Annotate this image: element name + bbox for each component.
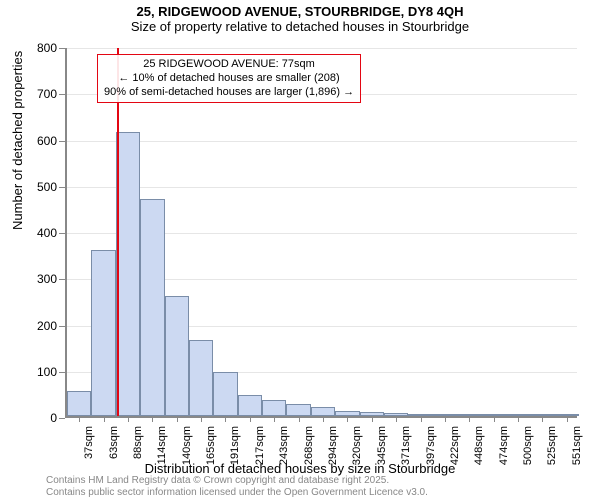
annotation-line: 90% of semi-detached houses are larger (… [104, 86, 354, 100]
histogram-bar [286, 404, 310, 416]
x-tick-label: 243sqm [278, 426, 290, 465]
histogram-bar [116, 132, 140, 416]
y-tick-label: 400 [37, 226, 57, 240]
x-tick [396, 416, 397, 422]
gridline [67, 187, 577, 188]
x-tick [372, 416, 373, 422]
footer-line-2: Contains public sector information licen… [46, 487, 428, 499]
y-tick [59, 48, 65, 49]
x-tick-label: 525sqm [546, 426, 558, 465]
y-tick-label: 100 [37, 365, 57, 379]
y-tick [59, 94, 65, 95]
gridline [67, 48, 577, 49]
x-tick [128, 416, 129, 422]
x-tick-label: 320sqm [351, 426, 363, 465]
chart-area: 010020030040050060070080037sqm63sqm88sqm… [65, 48, 577, 418]
x-tick-label: 448sqm [473, 426, 485, 465]
x-tick [274, 416, 275, 422]
histogram-bar [140, 199, 164, 416]
y-tick-label: 500 [37, 180, 57, 194]
x-tick [250, 416, 251, 422]
y-tick [59, 141, 65, 142]
x-tick-label: 294sqm [327, 426, 339, 465]
x-tick-label: 268sqm [303, 426, 315, 465]
chart-title-block: 25, RIDGEWOOD AVENUE, STOURBRIDGE, DY8 4… [0, 0, 600, 34]
x-tick-label: 63sqm [108, 426, 120, 459]
histogram-bar [262, 400, 286, 416]
x-tick-label: 37sqm [83, 426, 95, 459]
x-tick-label: 165sqm [205, 426, 217, 465]
y-tick [59, 233, 65, 234]
x-tick [567, 416, 568, 422]
plot-region: 010020030040050060070080037sqm63sqm88sqm… [65, 48, 577, 418]
x-tick [469, 416, 470, 422]
histogram-bar [213, 372, 237, 416]
x-tick-label: 345sqm [376, 426, 388, 465]
x-tick-label: 422sqm [449, 426, 461, 465]
x-tick-label: 88sqm [132, 426, 144, 459]
y-tick-label: 800 [37, 41, 57, 55]
footer-attribution: Contains HM Land Registry data © Crown c… [46, 475, 428, 498]
x-tick [445, 416, 446, 422]
histogram-bar [311, 407, 335, 416]
gridline [67, 141, 577, 142]
y-tick-label: 0 [50, 411, 57, 425]
y-tick-label: 700 [37, 87, 57, 101]
y-tick [59, 279, 65, 280]
histogram-bar [238, 395, 262, 416]
x-tick [152, 416, 153, 422]
x-tick [421, 416, 422, 422]
x-tick-label: 500sqm [522, 426, 534, 465]
annotation-line: 25 RIDGEWOOD AVENUE: 77sqm [104, 58, 354, 72]
x-tick-label: 114sqm [156, 426, 168, 464]
x-tick [542, 416, 543, 422]
y-tick [59, 418, 65, 419]
annotation-line: ← 10% of detached houses are smaller (20… [104, 72, 354, 86]
x-tick [518, 416, 519, 422]
histogram-bar [165, 296, 189, 416]
y-tick [59, 187, 65, 188]
x-tick [299, 416, 300, 422]
x-tick [201, 416, 202, 422]
histogram-bar [67, 391, 91, 416]
x-tick [347, 416, 348, 422]
histogram-bar [189, 340, 213, 416]
x-tick-label: 217sqm [254, 426, 266, 465]
x-tick-label: 551sqm [571, 426, 583, 465]
x-tick-label: 397sqm [425, 426, 437, 465]
y-axis-label: Number of detached properties [10, 51, 25, 230]
footer-line-1: Contains HM Land Registry data © Crown c… [46, 475, 428, 487]
x-axis-label: Distribution of detached houses by size … [0, 461, 600, 476]
x-tick-label: 371sqm [400, 426, 412, 465]
x-tick [494, 416, 495, 422]
x-tick-label: 191sqm [229, 426, 241, 465]
x-tick [323, 416, 324, 422]
chart-title-sub: Size of property relative to detached ho… [0, 19, 600, 34]
x-tick [225, 416, 226, 422]
y-tick-label: 300 [37, 272, 57, 286]
y-tick [59, 372, 65, 373]
y-tick-label: 600 [37, 134, 57, 148]
y-tick [59, 326, 65, 327]
x-tick [177, 416, 178, 422]
x-tick [104, 416, 105, 422]
x-tick [79, 416, 80, 422]
chart-title-main: 25, RIDGEWOOD AVENUE, STOURBRIDGE, DY8 4… [0, 4, 600, 19]
y-tick-label: 200 [37, 319, 57, 333]
x-tick-label: 474sqm [498, 426, 510, 465]
histogram-bar [91, 250, 115, 417]
annotation-box: 25 RIDGEWOOD AVENUE: 77sqm← 10% of detac… [97, 54, 361, 103]
x-tick-label: 140sqm [181, 426, 193, 465]
